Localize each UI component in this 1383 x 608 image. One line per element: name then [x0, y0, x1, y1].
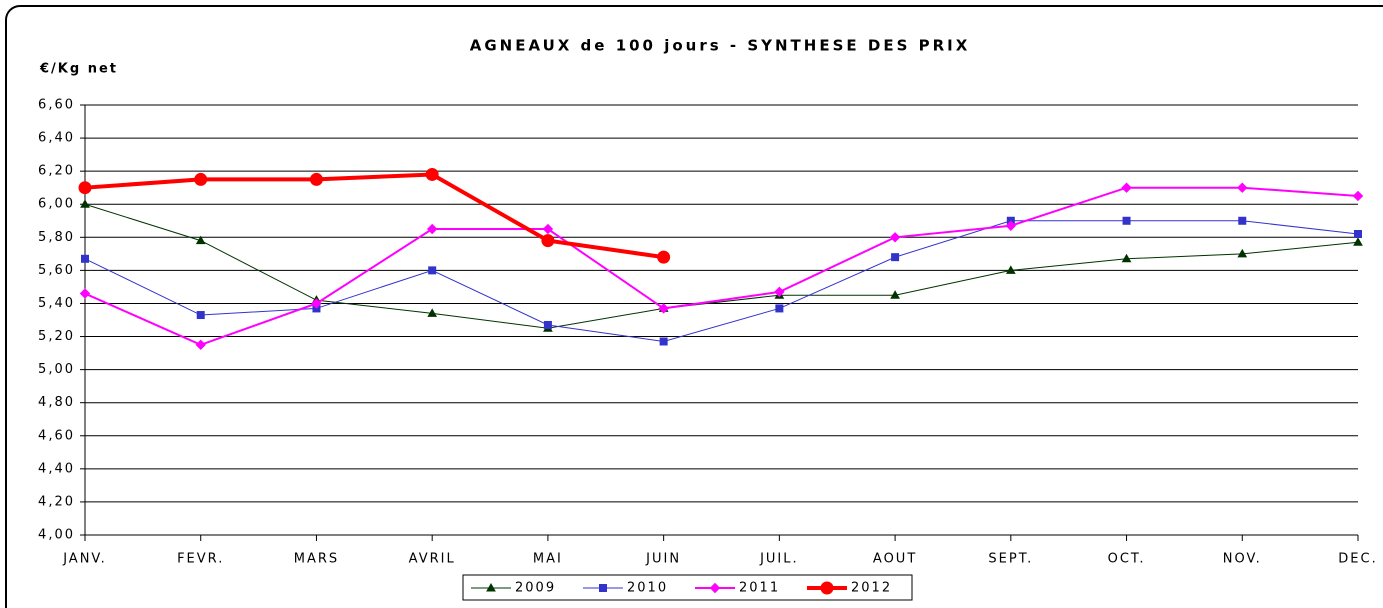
- y-tick-label: 5,80: [38, 230, 75, 245]
- data-point: [81, 254, 89, 263]
- data-point: [195, 235, 206, 245]
- x-tick-label: DEC.: [1338, 552, 1377, 567]
- data-point: [1121, 253, 1132, 263]
- y-tick-label: 4,40: [38, 461, 75, 476]
- x-tick-label: SEPT.: [988, 552, 1033, 567]
- legend-label: 2011: [739, 581, 780, 596]
- chart-title: AGNEAUX de 100 jours - SYNTHESE DES PRIX: [470, 37, 971, 55]
- legend-marker: [709, 582, 721, 594]
- x-tick-label: NOV.: [1223, 552, 1262, 567]
- data-point: [1353, 237, 1363, 246]
- y-tick-label: 5,40: [38, 296, 75, 311]
- x-tick-label: FEVR.: [177, 552, 224, 567]
- data-point: [78, 181, 92, 195]
- x-tick-label: JUIL.: [759, 552, 799, 567]
- data-point: [890, 290, 900, 299]
- data-point: [1237, 182, 1248, 193]
- data-point: [426, 223, 438, 235]
- legend-label: 2009: [515, 581, 556, 596]
- y-tick-label: 5,00: [38, 362, 75, 377]
- data-point: [542, 223, 554, 235]
- y-tick-label: 4,00: [38, 528, 75, 543]
- y-tick-label: 4,80: [38, 395, 75, 410]
- x-tick-label: AOUT: [873, 552, 917, 567]
- data-point: [658, 303, 669, 314]
- data-point: [1005, 265, 1016, 274]
- data-point: [196, 311, 205, 320]
- y-tick-label: 6,40: [38, 131, 75, 146]
- data-point: [1121, 182, 1132, 193]
- data-point: [543, 320, 552, 329]
- data-point: [1352, 190, 1364, 202]
- data-point: [425, 167, 439, 181]
- x-tick-label: MARS: [294, 552, 339, 567]
- x-tick-label: OCT.: [1108, 552, 1146, 567]
- series-line: [84, 172, 664, 260]
- data-point: [889, 232, 901, 243]
- y-tick-label: 6,00: [38, 197, 75, 212]
- data-point: [1354, 230, 1362, 238]
- series-line: [84, 203, 1359, 329]
- series-line: [84, 220, 1359, 343]
- data-point: [774, 286, 785, 298]
- data-point: [1122, 216, 1131, 225]
- legend-label: 2010: [627, 581, 668, 596]
- data-point: [311, 298, 322, 309]
- data-point: [428, 266, 437, 275]
- data-point: [427, 308, 438, 317]
- data-point: [195, 339, 206, 351]
- data-point: [1005, 220, 1017, 231]
- y-tick-label: 6,60: [38, 98, 75, 113]
- legend-label: 2012: [851, 581, 892, 596]
- series-line: [84, 186, 1359, 346]
- y-tick-label: 5,20: [38, 329, 75, 344]
- data-point: [541, 234, 555, 248]
- data-point: [775, 304, 784, 313]
- y-tick-label: 6,20: [38, 164, 75, 179]
- x-tick-label: JUIN: [645, 552, 681, 567]
- frame: [5, 5, 1383, 608]
- data-point: [891, 253, 900, 262]
- x-tick-label: AVRIL: [409, 552, 456, 567]
- y-tick-label: 4,60: [38, 428, 75, 443]
- y-axis-label: €/Kg net: [39, 62, 118, 77]
- legend-marker: [486, 582, 496, 592]
- y-tick-label: 4,20: [38, 494, 75, 509]
- data-point: [194, 172, 208, 186]
- x-tick-label: JANV.: [62, 552, 107, 567]
- legend-marker: [599, 584, 607, 592]
- data-point: [659, 337, 668, 346]
- data-point: [309, 172, 323, 186]
- data-point: [80, 199, 90, 208]
- x-tick-label: MAI: [533, 552, 563, 567]
- y-tick-label: 5,60: [38, 263, 75, 278]
- data-point: [657, 250, 671, 264]
- data-point: [1237, 248, 1248, 258]
- data-point: [1238, 216, 1247, 225]
- data-point: [79, 288, 91, 299]
- legend-marker: [820, 581, 834, 595]
